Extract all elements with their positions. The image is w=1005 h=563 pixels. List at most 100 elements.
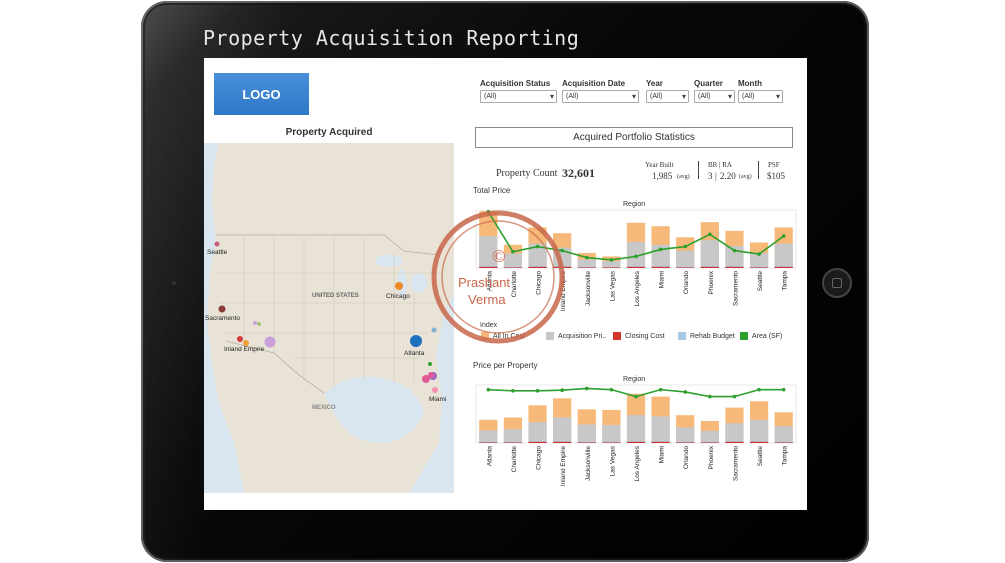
bar-closing-cost[interactable] [528, 266, 547, 268]
bar-rehab-budget[interactable] [676, 441, 695, 443]
total-price-chart[interactable]: Atlanta Charlotte Chicago Inland Empire Jack… [473, 208, 799, 328]
bar-closing-cost[interactable] [528, 441, 547, 443]
bar-closing-cost[interactable] [749, 267, 769, 268]
bar-closing-cost[interactable] [602, 267, 621, 268]
city-dot-seattle[interactable] [214, 241, 220, 247]
bar-closing-cost[interactable] [503, 442, 523, 443]
point-area-sf[interactable] [683, 390, 688, 394]
bar-rehab-budget[interactable] [602, 441, 621, 443]
bar-rehab-budget[interactable] [676, 266, 695, 268]
point-area-sf[interactable] [511, 389, 515, 393]
point-area-sf[interactable] [634, 394, 638, 399]
legend-item[interactable]: All In Cost [481, 332, 525, 340]
filter-select[interactable]: (All) [480, 90, 557, 103]
point-area-sf[interactable] [683, 244, 688, 249]
bar-acquisition-price[interactable] [651, 416, 670, 443]
map-dot[interactable] [264, 336, 276, 348]
bar-closing-cost[interactable] [503, 267, 523, 268]
bar-rehab-budget[interactable] [479, 441, 498, 443]
bar-acquisition-price[interactable] [479, 430, 498, 443]
bar-closing-cost[interactable] [749, 441, 769, 443]
bar-closing-cost[interactable] [479, 266, 498, 268]
point-area-sf[interactable] [732, 394, 737, 399]
bar-acquisition-price[interactable] [626, 415, 646, 443]
legend-item[interactable]: Area (SF) [740, 332, 782, 340]
point-area-sf[interactable] [634, 254, 638, 259]
bar-acquisition-price[interactable] [503, 253, 523, 269]
map-dot[interactable] [431, 327, 437, 333]
filter-select[interactable]: (All) [646, 90, 689, 103]
point-area-sf[interactable] [781, 234, 786, 238]
bar-closing-cost[interactable] [700, 266, 719, 268]
point-area-sf[interactable] [781, 387, 786, 392]
bar-closing-cost[interactable] [626, 266, 646, 268]
bar-acquisition-price[interactable] [479, 236, 498, 268]
bar-closing-cost[interactable] [577, 442, 596, 443]
map-dot[interactable] [253, 321, 257, 325]
bar-acquisition-price[interactable] [676, 427, 695, 443]
bar-acquisition-price[interactable] [774, 426, 793, 443]
point-area-sf[interactable] [560, 388, 564, 393]
map-dot[interactable] [422, 375, 430, 383]
bar-rehab-budget[interactable] [774, 441, 793, 443]
bar-rehab-budget[interactable] [577, 441, 596, 443]
point-area-sf[interactable] [584, 386, 589, 391]
filter-select[interactable]: (All) [694, 90, 735, 103]
bar-closing-cost[interactable] [553, 266, 572, 268]
bar-closing-cost[interactable] [725, 266, 744, 268]
bar-closing-cost[interactable] [676, 267, 695, 268]
map-dot[interactable] [432, 387, 438, 393]
point-area-sf[interactable] [757, 387, 761, 392]
legend-item[interactable]: Rehab Budget [678, 332, 735, 340]
filter-select[interactable]: (All) [562, 90, 639, 103]
point-area-sf[interactable] [708, 232, 712, 237]
filter-quarter[interactable]: Quarter (All) [694, 79, 735, 103]
point-area-sf[interactable] [511, 249, 515, 254]
bar-closing-cost[interactable] [479, 442, 498, 443]
bar-closing-cost[interactable] [725, 441, 744, 443]
filter-acquisition-status[interactable]: Acquisition Status (All) [480, 79, 557, 103]
bar-acquisition-price[interactable] [553, 417, 572, 443]
bar-acquisition-price[interactable] [749, 252, 769, 268]
price-per-property-chart[interactable]: Atlanta Charlotte Chicago Inland Empire Jack… [473, 383, 799, 503]
point-area-sf[interactable] [584, 255, 589, 260]
bar-acquisition-price[interactable] [700, 240, 719, 268]
point-area-sf[interactable] [486, 209, 491, 214]
bar-acquisition-price[interactable] [676, 250, 695, 268]
bar-acquisition-price[interactable] [774, 243, 793, 268]
filter-acquisition-date[interactable]: Acquisition Date (All) [562, 79, 639, 103]
point-area-sf[interactable] [535, 389, 540, 393]
filter-year[interactable]: Year (All) [646, 79, 689, 103]
bar-rehab-budget[interactable] [503, 441, 523, 443]
bar-closing-cost[interactable] [676, 442, 695, 443]
bar-rehab-budget[interactable] [749, 266, 769, 268]
city-dot-chicago[interactable] [395, 282, 403, 290]
bar-closing-cost[interactable] [577, 267, 596, 268]
city-dot-inland-empire[interactable] [237, 336, 243, 342]
bar-closing-cost[interactable] [774, 442, 793, 443]
map-dot[interactable] [257, 322, 261, 326]
bar-acquisition-price[interactable] [602, 425, 621, 443]
point-area-sf[interactable] [609, 387, 614, 392]
property-map[interactable]: UNITED STATES MEXICO Seattle Sacramento … [204, 143, 454, 493]
point-area-sf[interactable] [757, 252, 761, 256]
bar-acquisition-price[interactable] [503, 429, 523, 443]
bar-closing-cost[interactable] [626, 441, 646, 443]
point-area-sf[interactable] [560, 248, 564, 253]
bar-closing-cost[interactable] [700, 442, 719, 443]
point-area-sf[interactable] [658, 247, 663, 252]
bar-acquisition-price[interactable] [577, 259, 596, 268]
bar-closing-cost[interactable] [602, 442, 621, 443]
bar-acquisition-price[interactable] [602, 261, 621, 268]
bar-rehab-budget[interactable] [700, 441, 719, 443]
point-area-sf[interactable] [708, 394, 712, 399]
bar-acquisition-price[interactable] [749, 419, 769, 443]
bar-acquisition-price[interactable] [528, 422, 547, 443]
point-area-sf[interactable] [732, 248, 737, 253]
bar-closing-cost[interactable] [651, 266, 670, 268]
filter-month[interactable]: Month (All) [738, 79, 783, 103]
bar-closing-cost[interactable] [774, 266, 793, 268]
point-area-sf[interactable] [658, 387, 663, 392]
bar-acquisition-price[interactable] [577, 424, 596, 443]
city-dot-sacramento[interactable] [218, 305, 226, 313]
